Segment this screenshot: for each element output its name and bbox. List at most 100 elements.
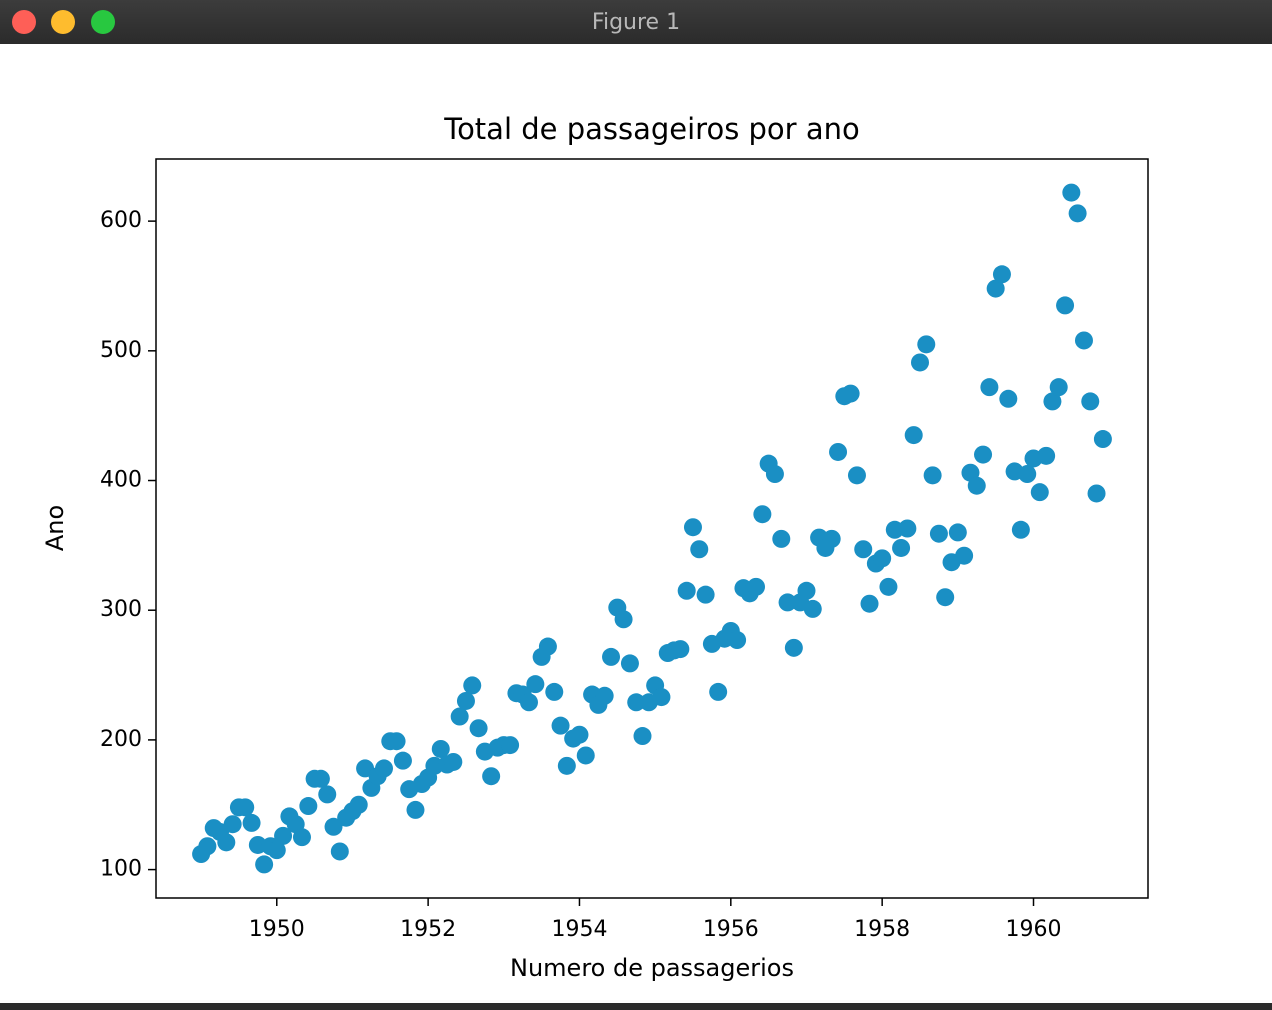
chart-title: Total de passageiros por ano [443, 112, 859, 146]
point [595, 686, 614, 705]
y-tick-label: 200 [100, 727, 142, 752]
point [1068, 204, 1087, 223]
point [892, 538, 911, 557]
point [463, 676, 482, 695]
point [627, 693, 646, 712]
minimize-button[interactable] [51, 10, 75, 34]
x-tick-label: 1954 [551, 917, 607, 942]
y-tick-label: 400 [100, 468, 142, 493]
point [967, 476, 986, 495]
point [847, 466, 866, 485]
point [1087, 484, 1106, 503]
point [772, 529, 791, 548]
point [797, 581, 816, 600]
point [223, 815, 242, 834]
point [829, 442, 848, 461]
point [822, 529, 841, 548]
point [923, 466, 942, 485]
point [841, 384, 860, 403]
point [633, 727, 652, 746]
point [917, 335, 936, 354]
point [501, 736, 520, 755]
point [557, 756, 576, 775]
point [904, 426, 923, 445]
point [1093, 430, 1112, 449]
window-title: Figure 1 [592, 10, 680, 35]
point [482, 767, 501, 786]
point [299, 797, 318, 816]
point [217, 833, 236, 852]
point [198, 837, 217, 856]
y-axis-label: Ano [41, 505, 69, 551]
point [690, 540, 709, 559]
close-button[interactable] [12, 10, 36, 34]
point [992, 265, 1011, 284]
point [614, 610, 633, 629]
point [986, 279, 1005, 298]
point [406, 800, 425, 819]
point [375, 759, 394, 778]
point [330, 842, 349, 861]
point [1030, 483, 1049, 502]
point [936, 588, 955, 607]
point [652, 688, 671, 707]
point [456, 691, 475, 710]
point [879, 577, 898, 596]
point [242, 813, 261, 832]
point [999, 389, 1018, 408]
point [929, 524, 948, 543]
point [324, 817, 343, 836]
point [602, 647, 621, 666]
point [955, 546, 974, 565]
point [576, 746, 595, 765]
x-tick-label: 1960 [1006, 917, 1062, 942]
y-tick-label: 100 [100, 857, 142, 882]
point [873, 549, 892, 568]
point [1037, 446, 1056, 465]
point [318, 785, 337, 804]
point [1074, 331, 1093, 350]
plot-frame [155, 158, 1149, 899]
point [469, 719, 488, 738]
point [677, 581, 696, 600]
point [948, 523, 967, 542]
point [910, 353, 929, 372]
point [778, 593, 797, 612]
point [236, 798, 255, 817]
point [349, 795, 368, 814]
point [709, 682, 728, 701]
point [267, 841, 286, 860]
point [753, 505, 772, 524]
y-tick-label: 300 [100, 597, 142, 622]
point [980, 378, 999, 397]
y-tick-label: 600 [100, 208, 142, 233]
zoom-button[interactable] [91, 10, 115, 34]
point [519, 693, 538, 712]
x-axis-label: Numero de passagerios [510, 954, 794, 982]
point [1049, 378, 1068, 397]
point [1043, 392, 1062, 411]
point [898, 519, 917, 538]
point [1018, 465, 1037, 484]
point [551, 716, 570, 735]
point [854, 540, 873, 559]
point [1011, 520, 1030, 539]
point [387, 732, 406, 751]
x-tick-label: 1952 [400, 917, 456, 942]
point [1056, 296, 1075, 315]
point [450, 707, 469, 726]
point [747, 577, 766, 596]
point [1062, 183, 1081, 202]
point [292, 828, 311, 847]
point [431, 739, 450, 758]
point [620, 654, 639, 673]
x-tick-label: 1950 [249, 917, 305, 942]
point [538, 637, 557, 656]
x-tick-label: 1956 [703, 917, 759, 942]
y-tick-label: 500 [100, 338, 142, 363]
point [393, 751, 412, 770]
plot: Total de passageiros por ano Numero de p… [41, 112, 860, 982]
point [696, 585, 715, 604]
